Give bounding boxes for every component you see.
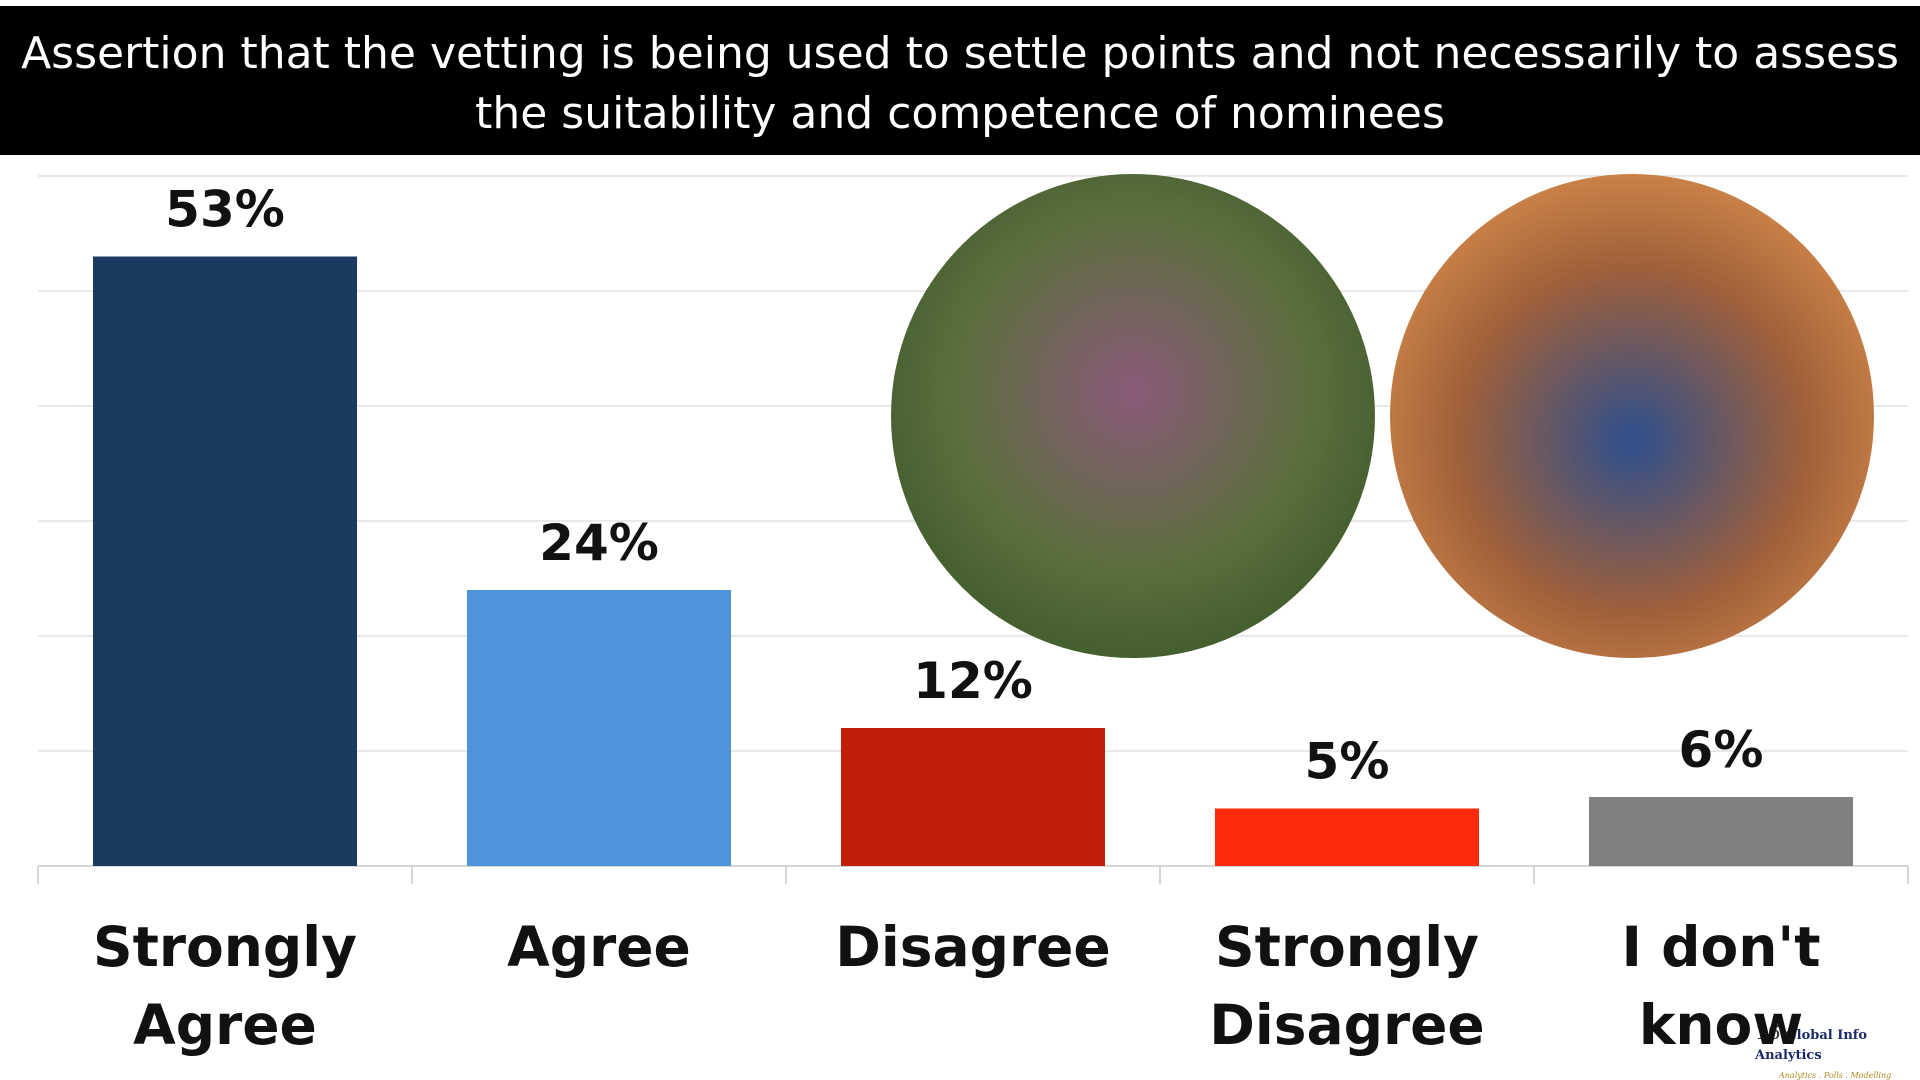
- bar: [840, 728, 1106, 866]
- value-label: 24%: [539, 514, 659, 572]
- bar: [92, 256, 358, 866]
- photo: [1390, 174, 1874, 658]
- x-tick-label: Disagree: [835, 915, 1111, 979]
- bar: [466, 590, 732, 866]
- x-tick-label: I don't know: [1621, 915, 1821, 1057]
- chart-title: Assertion that the vetting is being used…: [21, 28, 1899, 139]
- logo: 16 Global Info Analytics Analytics . Pol…: [1755, 1020, 1920, 1080]
- x-tick-label: Strongly Agree: [92, 915, 358, 1057]
- bar: [1214, 808, 1480, 866]
- title-bar: Assertion that the vetting is being used…: [0, 6, 1920, 155]
- x-tick-label: Agree: [507, 915, 691, 979]
- photo: [891, 174, 1375, 658]
- page-number: 16: [1755, 1020, 1781, 1044]
- value-label: 12%: [913, 652, 1033, 710]
- x-tick-label: Strongly Disagree: [1209, 915, 1485, 1057]
- value-label: 5%: [1305, 733, 1390, 791]
- value-label: 53%: [165, 181, 285, 239]
- logo-name: Global Info Analytics: [1755, 1028, 1868, 1063]
- logo-tagline: Analytics . Polls . Modelling: [1779, 1071, 1892, 1080]
- bar: [1588, 797, 1854, 866]
- value-label: 6%: [1679, 721, 1764, 779]
